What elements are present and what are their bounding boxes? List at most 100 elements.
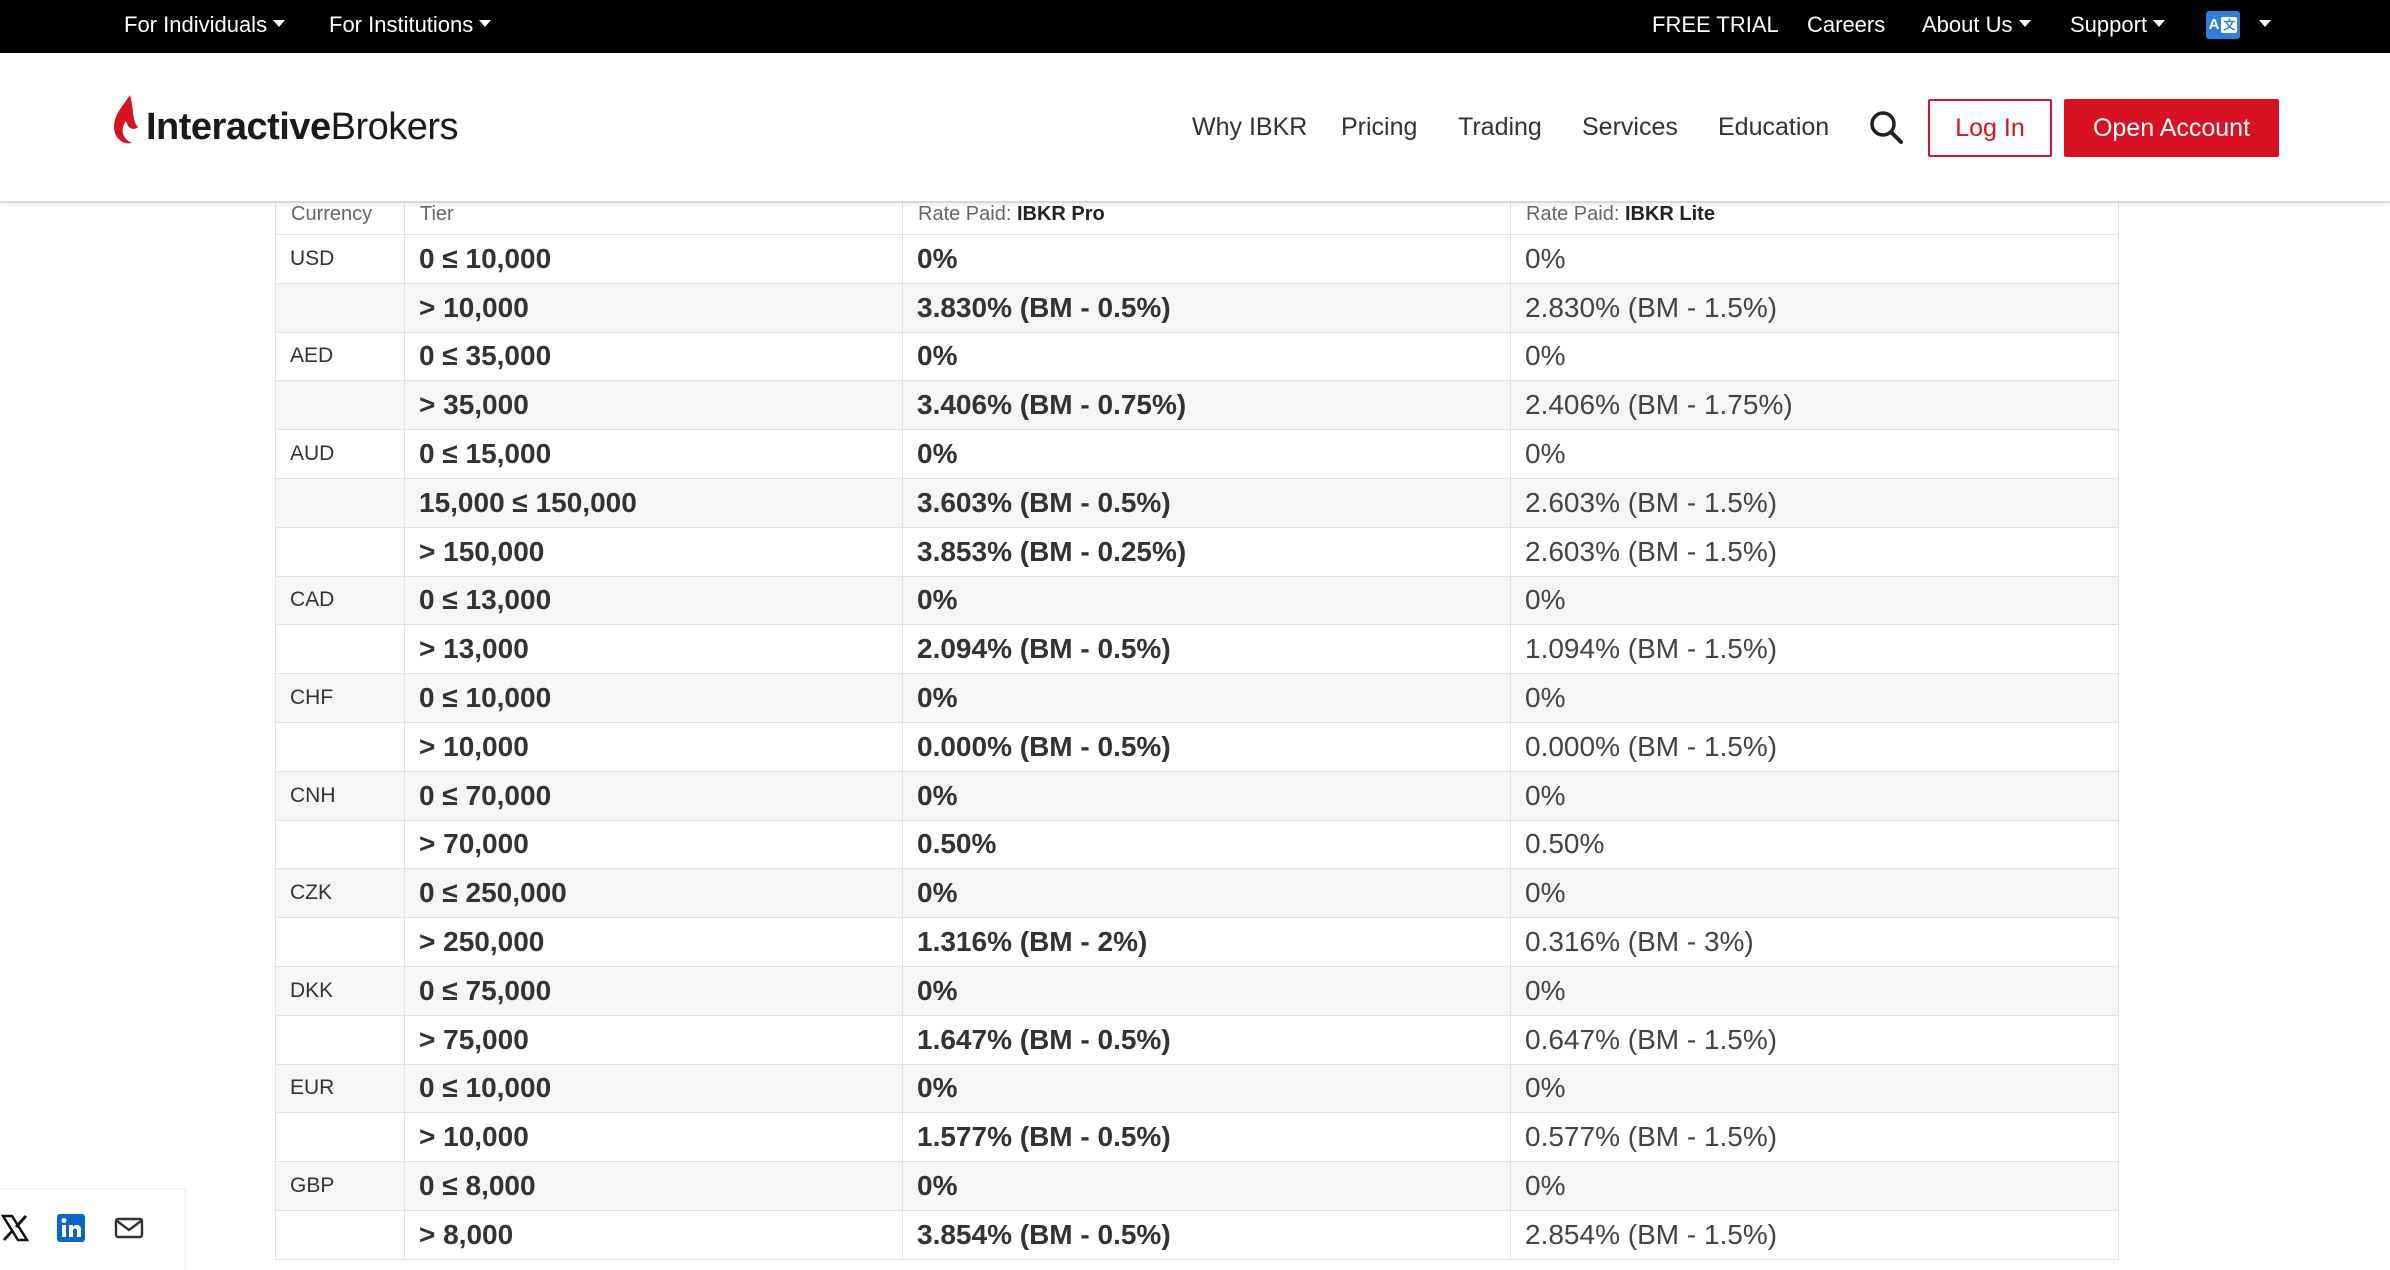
- tier-cell: 0 ≤ 15,000: [404, 429, 903, 479]
- tier-cell: 0 ≤ 250,000: [404, 868, 903, 919]
- currency-cell: EUR: [275, 1063, 405, 1114]
- rate-lite-cell: 0.000% (BM - 1.5%): [1510, 721, 2119, 772]
- about-us-menu[interactable]: About Us: [1922, 0, 2031, 53]
- table-row: 15,000 ≤ 150,000 3.603% (BM - 0.5%) 2.603%…: [275, 477, 2119, 528]
- mail-icon[interactable]: [114, 1213, 144, 1243]
- tier-cell: > 70,000: [404, 819, 903, 870]
- rate-pro-cell: 0%: [902, 965, 1511, 1016]
- table-row: > 250,000 1.316% (BM - 2%) 0.316% (BM - 3%…: [275, 917, 2119, 967]
- rate-lite-cell: 2.830% (BM - 1.5%): [1510, 282, 2119, 333]
- nav-trading[interactable]: Trading: [1458, 113, 1542, 141]
- table-row: > 10,000 1.577% (BM - 0.5%) 0.577% (BM - 1…: [275, 1112, 2119, 1163]
- currency-cell: [275, 917, 405, 967]
- table-row: > 8,000 3.854% (BM - 0.5%) 2.854% (BM - 1.…: [275, 1209, 2119, 1260]
- tier-cell: 0 ≤ 10,000: [404, 1063, 903, 1114]
- x-icon[interactable]: [0, 1213, 30, 1243]
- rate-pro-cell: 0%: [902, 770, 1511, 821]
- header-rate-lite-prefix: Rate Paid:: [1526, 203, 1625, 225]
- rate-pro-cell: 3.406% (BM - 0.75%): [902, 380, 1511, 431]
- logo-bold-text: Interactive: [146, 106, 331, 148]
- rate-lite-cell: 0%: [1510, 1161, 2119, 1211]
- support-label: Support: [2070, 12, 2148, 37]
- rate-lite-cell: 0%: [1510, 770, 2119, 821]
- rate-lite-cell: 0%: [1510, 868, 2119, 919]
- table-row: > 70,000 0.50% 0.50%: [275, 819, 2119, 870]
- currency-cell: CNH: [275, 770, 405, 821]
- currency-cell: [275, 624, 405, 675]
- rate-lite-cell: 0.647% (BM - 1.5%): [1510, 1014, 2119, 1065]
- rate-lite-cell: 0%: [1510, 429, 2119, 479]
- rate-lite-cell: 0%: [1510, 234, 2119, 284]
- rate-pro-cell: 3.854% (BM - 0.5%): [902, 1209, 1511, 1260]
- currency-cell: CZK: [275, 868, 405, 919]
- open-account-button[interactable]: Open Account: [2064, 99, 2279, 157]
- top-utility-bar: For Individuals For Institutions FREE TR…: [0, 0, 2390, 53]
- table-row: AUD 0 ≤ 15,000 0% 0%: [275, 429, 2119, 479]
- table-row: CAD 0 ≤ 13,000 0% 0%: [275, 575, 2119, 626]
- currency-cell: [275, 380, 405, 431]
- nav-services[interactable]: Services: [1582, 113, 1678, 141]
- for-individuals-menu[interactable]: For Individuals: [124, 0, 286, 53]
- tier-cell: 0 ≤ 75,000: [404, 965, 903, 1016]
- chevron-down-icon: [273, 19, 286, 27]
- tier-cell: > 10,000: [404, 721, 903, 772]
- table-body: USD 0 ≤ 10,000 0% 0% > 10,000 3.830% (BM - 0.…: [275, 234, 2119, 1260]
- table-row: > 13,000 2.094% (BM - 0.5%) 1.094% (BM - 1…: [275, 624, 2119, 675]
- for-institutions-menu[interactable]: For Institutions: [329, 0, 492, 53]
- rate-pro-cell: 3.603% (BM - 0.5%): [902, 477, 1511, 528]
- rate-lite-cell: 0%: [1510, 331, 2119, 382]
- table-row: CNH 0 ≤ 70,000 0% 0%: [275, 770, 2119, 821]
- nav-why-ibkr[interactable]: Why IBKR: [1192, 113, 1308, 141]
- careers-link[interactable]: Careers: [1807, 12, 1886, 37]
- rate-pro-cell: 0%: [902, 1161, 1511, 1211]
- linkedin-icon[interactable]: [56, 1213, 86, 1243]
- logo-wordmark: InteractiveBrokers: [146, 106, 459, 149]
- tier-cell: > 13,000: [404, 624, 903, 675]
- rate-lite-cell: 0.577% (BM - 1.5%): [1510, 1112, 2119, 1163]
- rate-pro-cell: 3.830% (BM - 0.5%): [902, 282, 1511, 333]
- tier-cell: > 10,000: [404, 1112, 903, 1163]
- rate-pro-cell: 1.316% (BM - 2%): [902, 917, 1511, 967]
- currency-cell: AED: [275, 331, 405, 382]
- currency-cell: CHF: [275, 673, 405, 723]
- rate-pro-cell: 0%: [902, 234, 1511, 284]
- rate-pro-cell: 0%: [902, 1063, 1511, 1114]
- nav-education[interactable]: Education: [1718, 113, 1830, 141]
- rate-lite-cell: 0%: [1510, 673, 2119, 723]
- tier-cell: 0 ≤ 70,000: [404, 770, 903, 821]
- table-row: DKK 0 ≤ 75,000 0% 0%: [275, 965, 2119, 1016]
- tier-cell: 0 ≤ 13,000: [404, 575, 903, 626]
- tier-cell: > 8,000: [404, 1209, 903, 1260]
- search-icon[interactable]: [1868, 109, 1904, 145]
- nav-pricing[interactable]: Pricing: [1341, 113, 1418, 141]
- tier-cell: 0 ≤ 10,000: [404, 673, 903, 723]
- free-trial-link[interactable]: FREE TRIAL: [1652, 12, 1779, 37]
- rate-lite-cell: 0%: [1510, 1063, 2119, 1114]
- about-us-label: About Us: [1922, 12, 2013, 37]
- currency-cell: [275, 1112, 405, 1163]
- rate-pro-cell: 3.853% (BM - 0.25%): [902, 526, 1511, 577]
- rate-pro-cell: 2.094% (BM - 0.5%): [902, 624, 1511, 675]
- currency-cell: DKK: [275, 965, 405, 1016]
- support-menu[interactable]: Support: [2070, 0, 2166, 53]
- rate-pro-cell: 0%: [902, 429, 1511, 479]
- currency-cell: [275, 526, 405, 577]
- log-in-button[interactable]: Log In: [1928, 99, 2052, 157]
- table-row: > 75,000 1.647% (BM - 0.5%) 0.647% (BM - 1…: [275, 1014, 2119, 1065]
- for-individuals-label: For Individuals: [124, 12, 268, 37]
- chevron-down-icon: [2153, 19, 2166, 27]
- currency-cell: [275, 282, 405, 333]
- table-row: > 10,000 0.000% (BM - 0.5%) 0.000% (BM - 1…: [275, 721, 2119, 772]
- for-institutions-label: For Institutions: [329, 12, 474, 37]
- chevron-down-icon[interactable]: [2259, 20, 2271, 27]
- currency-cell: [275, 1209, 405, 1260]
- tier-cell: > 75,000: [404, 1014, 903, 1065]
- header-rate-pro-name: IBKR Pro: [1016, 203, 1105, 225]
- currency-cell: [275, 1014, 405, 1065]
- rate-lite-cell: 2.406% (BM - 1.75%): [1510, 380, 2119, 431]
- rate-lite-cell: 2.854% (BM - 1.5%): [1510, 1209, 2119, 1260]
- rate-lite-cell: 2.603% (BM - 1.5%): [1510, 526, 2119, 577]
- chevron-down-icon: [479, 19, 492, 27]
- chevron-down-icon: [2018, 19, 2031, 27]
